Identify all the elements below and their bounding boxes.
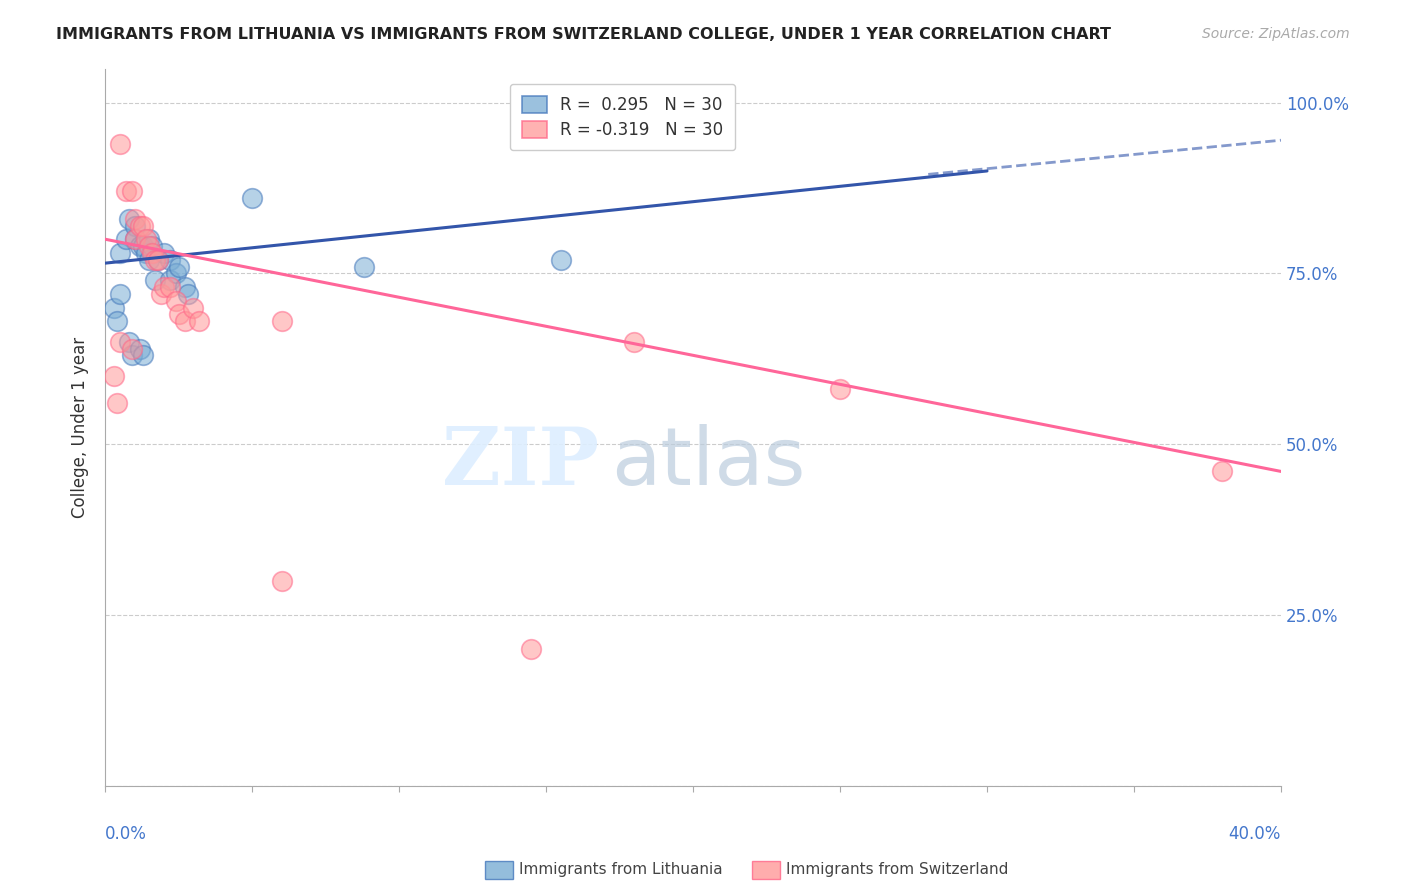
- Point: [103, 368, 125, 383]
- Point: [159, 273, 181, 287]
- Text: Source: ZipAtlas.com: Source: ZipAtlas.com: [1202, 27, 1350, 41]
- Y-axis label: College, Under 1 year: College, Under 1 year: [72, 336, 89, 517]
- Point: [520, 642, 543, 657]
- Point: [124, 219, 146, 233]
- Text: Immigrants from Lithuania: Immigrants from Lithuania: [519, 863, 723, 877]
- Text: IMMIGRANTS FROM LITHUANIA VS IMMIGRANTS FROM SWITZERLAND COLLEGE, UNDER 1 YEAR C: IMMIGRANTS FROM LITHUANIA VS IMMIGRANTS …: [56, 27, 1111, 42]
- Point: [623, 334, 645, 349]
- Text: 0.0%: 0.0%: [105, 825, 148, 843]
- Point: [124, 211, 146, 226]
- Point: [153, 280, 176, 294]
- Point: [150, 286, 173, 301]
- Point: [173, 280, 195, 294]
- Point: [103, 301, 125, 315]
- Point: [167, 260, 190, 274]
- Text: 40.0%: 40.0%: [1229, 825, 1281, 843]
- Point: [146, 252, 169, 267]
- Point: [108, 136, 131, 151]
- Point: [114, 232, 136, 246]
- Point: [121, 342, 143, 356]
- Point: [138, 239, 160, 253]
- Point: [105, 396, 128, 410]
- Point: [167, 307, 190, 321]
- Point: [132, 219, 155, 233]
- Point: [129, 219, 152, 233]
- Point: [108, 286, 131, 301]
- Point: [173, 314, 195, 328]
- Point: [176, 286, 198, 301]
- Point: [159, 280, 181, 294]
- Point: [135, 232, 157, 246]
- Point: [141, 239, 163, 253]
- Point: [121, 185, 143, 199]
- Legend: R =  0.295   N = 30, R = -0.319   N = 30: R = 0.295 N = 30, R = -0.319 N = 30: [510, 84, 735, 151]
- Point: [153, 246, 176, 260]
- Point: [270, 574, 292, 588]
- Point: [124, 232, 146, 246]
- Point: [105, 314, 128, 328]
- Point: [129, 342, 152, 356]
- Point: [1211, 464, 1233, 478]
- Point: [165, 293, 187, 308]
- Point: [146, 252, 169, 267]
- Point: [188, 314, 211, 328]
- Point: [121, 348, 143, 362]
- Point: [240, 191, 263, 205]
- Text: ZIP: ZIP: [441, 424, 599, 502]
- Point: [108, 334, 131, 349]
- Point: [141, 246, 163, 260]
- Point: [138, 252, 160, 267]
- Text: atlas: atlas: [610, 424, 806, 502]
- Text: Immigrants from Switzerland: Immigrants from Switzerland: [786, 863, 1008, 877]
- Point: [132, 239, 155, 253]
- Point: [129, 239, 152, 253]
- Point: [118, 211, 141, 226]
- Point: [550, 252, 572, 267]
- Point: [132, 348, 155, 362]
- Point: [270, 314, 292, 328]
- Point: [135, 246, 157, 260]
- Point: [165, 266, 187, 280]
- Point: [138, 232, 160, 246]
- Point: [143, 273, 166, 287]
- Point: [118, 334, 141, 349]
- Point: [183, 301, 205, 315]
- Point: [828, 383, 851, 397]
- Point: [108, 246, 131, 260]
- Point: [124, 232, 146, 246]
- Point: [143, 252, 166, 267]
- Point: [159, 252, 181, 267]
- Point: [353, 260, 375, 274]
- Point: [114, 185, 136, 199]
